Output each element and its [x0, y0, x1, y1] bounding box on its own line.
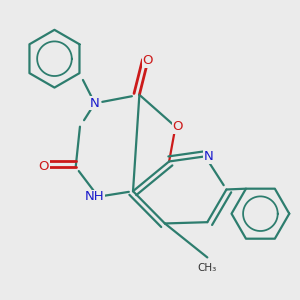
Text: N: N [90, 97, 100, 110]
Text: CH₃: CH₃ [198, 263, 217, 273]
Text: O: O [172, 120, 183, 133]
Text: O: O [39, 160, 49, 173]
Text: NH: NH [85, 190, 105, 203]
Text: N: N [204, 150, 214, 163]
Text: O: O [142, 54, 153, 67]
